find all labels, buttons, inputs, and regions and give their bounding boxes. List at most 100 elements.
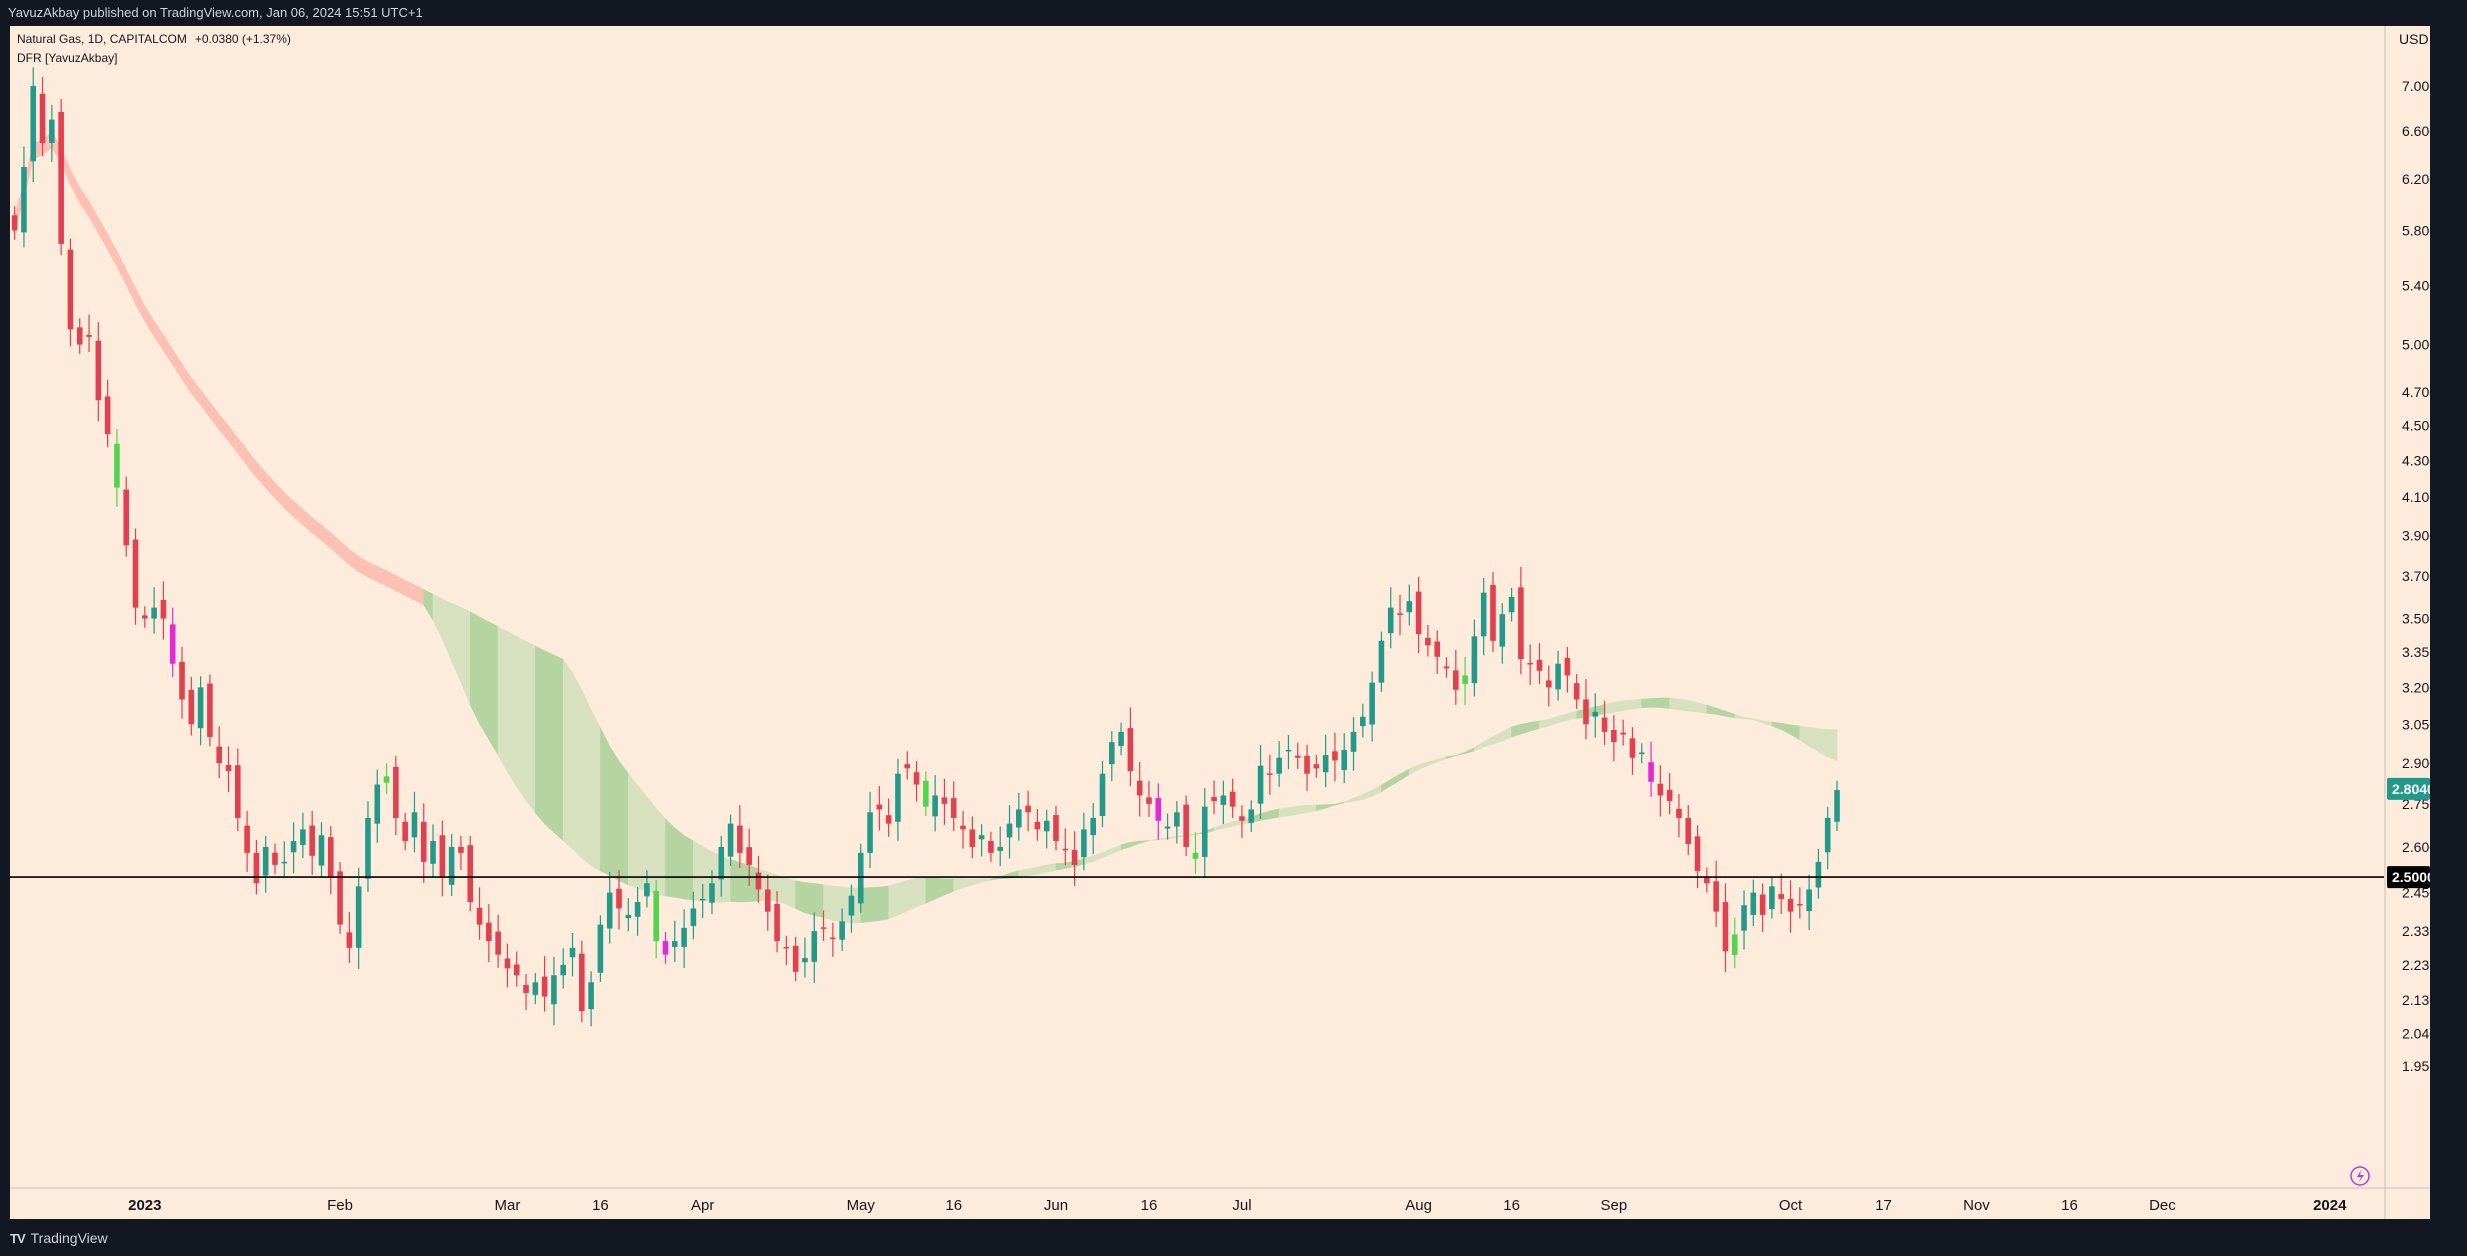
price-tick: 3.2000 <box>2402 679 2430 695</box>
band-segment <box>535 645 545 825</box>
legend-indicator[interactable]: DFR [YavuzAkbay] <box>17 51 117 65</box>
candle-body <box>1136 780 1143 796</box>
candle-body <box>1704 876 1710 884</box>
price-tick: 7.0000 <box>2402 78 2430 94</box>
price-tick: 3.5000 <box>2402 611 2430 627</box>
band-segment <box>544 650 555 834</box>
candle-body <box>1099 773 1106 817</box>
candle-body <box>1025 805 1031 813</box>
candle-body <box>1462 675 1468 685</box>
date-tick: May <box>847 1197 876 1214</box>
band-segment <box>1018 868 1029 878</box>
candle-body <box>235 765 241 818</box>
candle-body <box>606 892 613 929</box>
band-segment <box>637 784 648 892</box>
candle-body <box>988 840 994 853</box>
band-segment <box>916 877 927 908</box>
band-segment <box>618 760 629 886</box>
candle-body <box>1304 755 1310 774</box>
candle-body <box>346 932 353 948</box>
band-segment <box>674 827 685 900</box>
date-tick: Jul <box>1232 1197 1251 1214</box>
band-segment <box>786 877 796 910</box>
candle-body <box>1341 749 1348 771</box>
band-segment <box>609 745 620 882</box>
candle-body <box>1267 773 1273 775</box>
tradingview-logo[interactable]: TV TradingView <box>10 1230 108 1246</box>
candle-body <box>327 837 334 878</box>
candle-body <box>476 907 483 925</box>
band-segment <box>479 616 490 741</box>
band-segment <box>897 879 908 916</box>
candle-body <box>1750 892 1757 915</box>
band-segment <box>1613 700 1624 713</box>
candle-body <box>132 539 139 608</box>
price-tick: 2.3300 <box>2402 923 2430 939</box>
candle-body <box>569 947 576 958</box>
candle-body <box>960 825 966 830</box>
date-tick: Mar <box>495 1197 521 1214</box>
band-segment <box>590 710 601 872</box>
currency-label[interactable]: USD <box>2399 31 2429 47</box>
candle-body <box>690 908 697 926</box>
legend-symbol[interactable]: Natural Gas, 1D, CAPITALCOM +0.0380 (+1.3… <box>17 32 291 46</box>
candle-body <box>420 821 427 862</box>
candlestick-chart[interactable]: 7.0000 6.6000 6.2000 5.8000 5.4000 5.0000 4.70… <box>10 26 2430 1219</box>
candle-body <box>653 890 659 942</box>
legend-symbol-text: Natural Gas, 1D, CAPITALCOM <box>17 32 187 46</box>
candle-body <box>1676 808 1682 818</box>
band-segment <box>1632 698 1643 710</box>
candle-body <box>1471 636 1478 684</box>
candle-body <box>95 340 102 401</box>
candle-body <box>104 396 111 435</box>
candle-body <box>1174 812 1180 827</box>
band-segment <box>562 658 573 850</box>
band-segment <box>1827 729 1838 762</box>
candle-body <box>783 946 790 949</box>
date-tick: Nov <box>1963 1197 1990 1214</box>
candle-body <box>867 812 873 853</box>
date-tick: Apr <box>691 1197 714 1214</box>
candle-body <box>504 958 511 969</box>
candle-body <box>523 984 529 993</box>
candle-body <box>681 927 687 947</box>
candle-body <box>1480 592 1487 637</box>
candle-body <box>290 841 297 853</box>
band-segment <box>600 727 611 876</box>
candle-body <box>67 249 74 330</box>
candle-body <box>1397 613 1403 615</box>
date-tick: 16 <box>1141 1197 1158 1214</box>
candle-body <box>1769 886 1775 910</box>
candle-body <box>1620 732 1626 735</box>
candle-body <box>1034 821 1041 830</box>
candle-body <box>746 847 752 865</box>
candle-body <box>727 823 734 857</box>
band-segment <box>655 807 666 897</box>
candle-body <box>1518 587 1524 660</box>
hline-price-label: 2.5000 <box>2392 869 2430 885</box>
candle-body <box>1294 755 1301 758</box>
candle-body <box>1741 905 1747 931</box>
candle-body <box>207 683 213 737</box>
candle-body <box>1360 716 1366 727</box>
candle-body <box>272 852 278 865</box>
hline-price-pill-bg <box>2387 866 2430 889</box>
candle-body <box>997 846 1004 851</box>
candle-body <box>616 888 622 909</box>
band-segment <box>1622 699 1633 711</box>
lightning-icon[interactable] <box>2350 1166 2370 1186</box>
last-price-pill-bg <box>2387 777 2430 800</box>
candle-body <box>1443 666 1450 669</box>
candle-body <box>1713 881 1719 912</box>
candle-body <box>411 812 418 838</box>
candle-body <box>1090 817 1096 836</box>
candle-body <box>1387 607 1394 634</box>
candle-body <box>1508 596 1515 613</box>
price-axis: 7.0000 6.6000 6.2000 5.8000 5.4000 5.0000 4.70… <box>2402 78 2430 1074</box>
candle-body <box>197 687 204 729</box>
footer-bar: TV TradingView <box>0 1219 2467 1256</box>
candle-body <box>1583 699 1589 725</box>
candle-body <box>253 852 260 884</box>
price-tick: 6.2000 <box>2402 171 2430 187</box>
candle-body <box>1611 729 1617 743</box>
